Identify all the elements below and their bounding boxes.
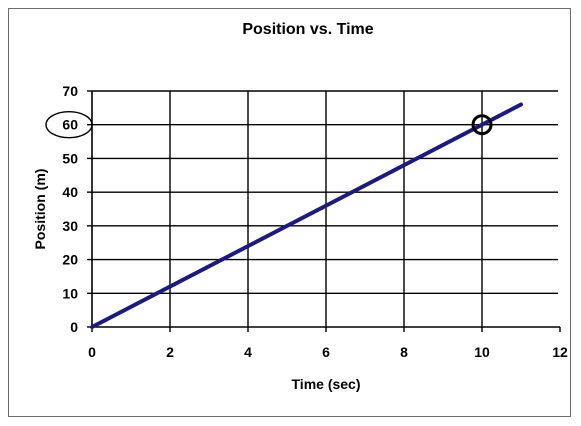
y-tick-label-0: 0 xyxy=(70,319,78,335)
x-tick-label-12: 12 xyxy=(552,344,568,360)
axes xyxy=(87,90,561,332)
x-tick-labels: 0 2 4 6 8 10 12 xyxy=(88,344,568,360)
chart-frame xyxy=(8,8,571,417)
x-tick-label-2: 2 xyxy=(166,344,174,360)
highlight-circle-marker xyxy=(471,114,493,136)
y-tick-label-40: 40 xyxy=(62,184,78,200)
highlight-ellipse-y-tick xyxy=(45,111,93,139)
y-tick-label-70: 70 xyxy=(62,83,78,99)
y-tick-label-10: 10 xyxy=(62,285,78,301)
series-line-0 xyxy=(90,102,523,329)
series-group xyxy=(90,102,523,329)
chart-title: Position vs. Time xyxy=(242,21,373,38)
x-tick-label-0: 0 xyxy=(88,344,96,360)
y-tick-label-20: 20 xyxy=(62,252,78,268)
annotations xyxy=(45,111,493,139)
y-tick-label-60: 60 xyxy=(62,117,78,133)
y-tick-labels: 0 10 20 30 40 50 60 70 xyxy=(62,83,78,335)
y-axis-label: Position (m) xyxy=(32,169,48,250)
x-tick-label-10: 10 xyxy=(474,344,490,360)
y-tick-label-30: 30 xyxy=(62,218,78,234)
x-tick-label-4: 4 xyxy=(244,344,252,360)
x-tick-label-6: 6 xyxy=(322,344,330,360)
y-tick-label-50: 50 xyxy=(62,150,78,166)
x-axis-label: Time (sec) xyxy=(292,376,361,392)
x-tick-label-8: 8 xyxy=(400,344,408,360)
